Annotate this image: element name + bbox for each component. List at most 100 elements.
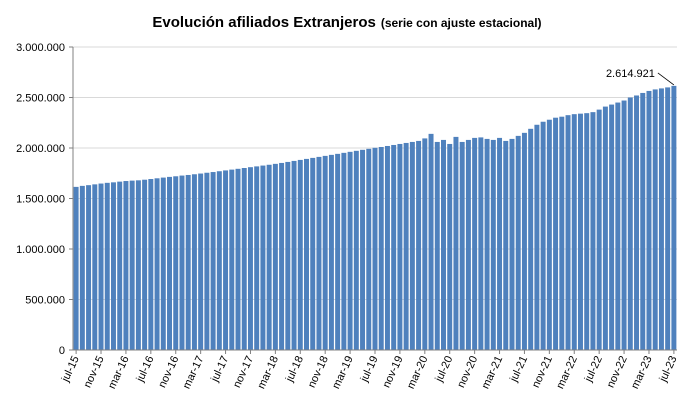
annotation-label: 2.614.921 [606,68,655,80]
bar [235,168,241,350]
bar [254,166,260,350]
bar [266,164,272,350]
x-tick-label: mar-16 [106,354,132,391]
bar [316,156,322,350]
bar [571,114,577,350]
bar [185,174,191,350]
bar [135,180,141,350]
bar [347,151,353,350]
bar [434,141,440,350]
y-tick-label: 500.000 [25,295,65,307]
bar [490,139,496,350]
bar [179,175,185,350]
bar [160,177,166,350]
bar [553,117,559,350]
bar [409,141,415,350]
bar [577,113,583,350]
y-tick-label: 1.500.000 [16,194,65,206]
bar [497,137,503,350]
chart-subtitle: (serie con ajuste estacional) [381,16,542,30]
bar [465,139,471,350]
bar [634,95,640,350]
x-tick-label: mar-22 [554,354,580,391]
bar [285,161,291,350]
bar [453,136,459,350]
bar [384,145,390,350]
bar [173,176,179,350]
bar [353,150,359,350]
bar [142,179,148,350]
x-tick-label: jul-22 [582,354,605,384]
bar [528,128,534,350]
bar [671,85,677,350]
bar [123,181,129,350]
x-tick-label: nov-16 [156,354,181,390]
bar [658,88,664,350]
x-tick-label: nov-20 [455,354,480,390]
bar [621,100,627,350]
bar [341,152,347,350]
x-tick-label: jul-21 [507,354,530,384]
y-tick-label: 2.500.000 [16,93,65,105]
x-tick-label: jul-19 [358,354,381,384]
y-tick-label: 3.000.000 [16,42,65,54]
bar [79,185,85,351]
y-tick-labels: 0 500.000 1.000.000 1.500.000 2.000.000 2.500… [16,42,73,357]
bar [328,154,334,350]
bar [534,124,540,351]
x-tick-label: jul-20 [433,354,456,384]
bar [304,158,309,350]
x-tick-label: jul-17 [209,354,232,384]
bar [366,148,372,350]
bar [391,144,397,350]
bar [652,89,658,351]
bar [640,92,646,350]
x-tick-label: nov-17 [231,354,256,390]
x-tick-label: mar-19 [330,354,356,391]
bar [148,179,154,350]
x-tick-labels: jul-15 nov-15 mar-16 jul-16 nov-16 mar-17 jul-… [59,350,680,391]
bar [403,142,409,350]
bar [459,141,465,350]
bar [546,119,552,350]
bar [272,163,278,350]
bar [565,115,571,350]
bar [229,169,235,350]
bar [472,137,478,350]
x-tick-label: jul-16 [134,354,157,384]
bar [615,102,621,350]
x-tick-label: nov-21 [530,354,555,390]
bar [216,171,222,350]
bar [297,159,303,350]
bar [104,182,110,350]
bar [515,135,521,350]
bar [223,170,229,350]
bar [279,162,285,350]
bar [198,173,204,350]
bar [590,112,596,350]
chart-title-main: Evolución afiliados Extranjeros [152,14,375,31]
bar [241,168,247,350]
bar [416,140,422,350]
bar [509,138,515,350]
bar [422,138,428,350]
x-tick-label: jul-15 [59,354,82,384]
bar [310,157,316,350]
y-tick-label: 0 [59,345,65,357]
x-tick-label: mar-21 [480,354,506,391]
bar [397,143,403,350]
bar [447,143,453,350]
x-tick-label: nov-19 [381,354,406,390]
bar [478,137,484,350]
bar [129,180,135,350]
x-tick-label: mar-17 [181,354,207,391]
bar [92,184,98,350]
bar [117,181,123,350]
bar [503,140,509,350]
y-tick-label: 1.000.000 [16,244,65,256]
bar [335,153,341,350]
bar [602,106,608,350]
bar [154,178,160,350]
x-tick-label: nov-15 [82,354,107,390]
